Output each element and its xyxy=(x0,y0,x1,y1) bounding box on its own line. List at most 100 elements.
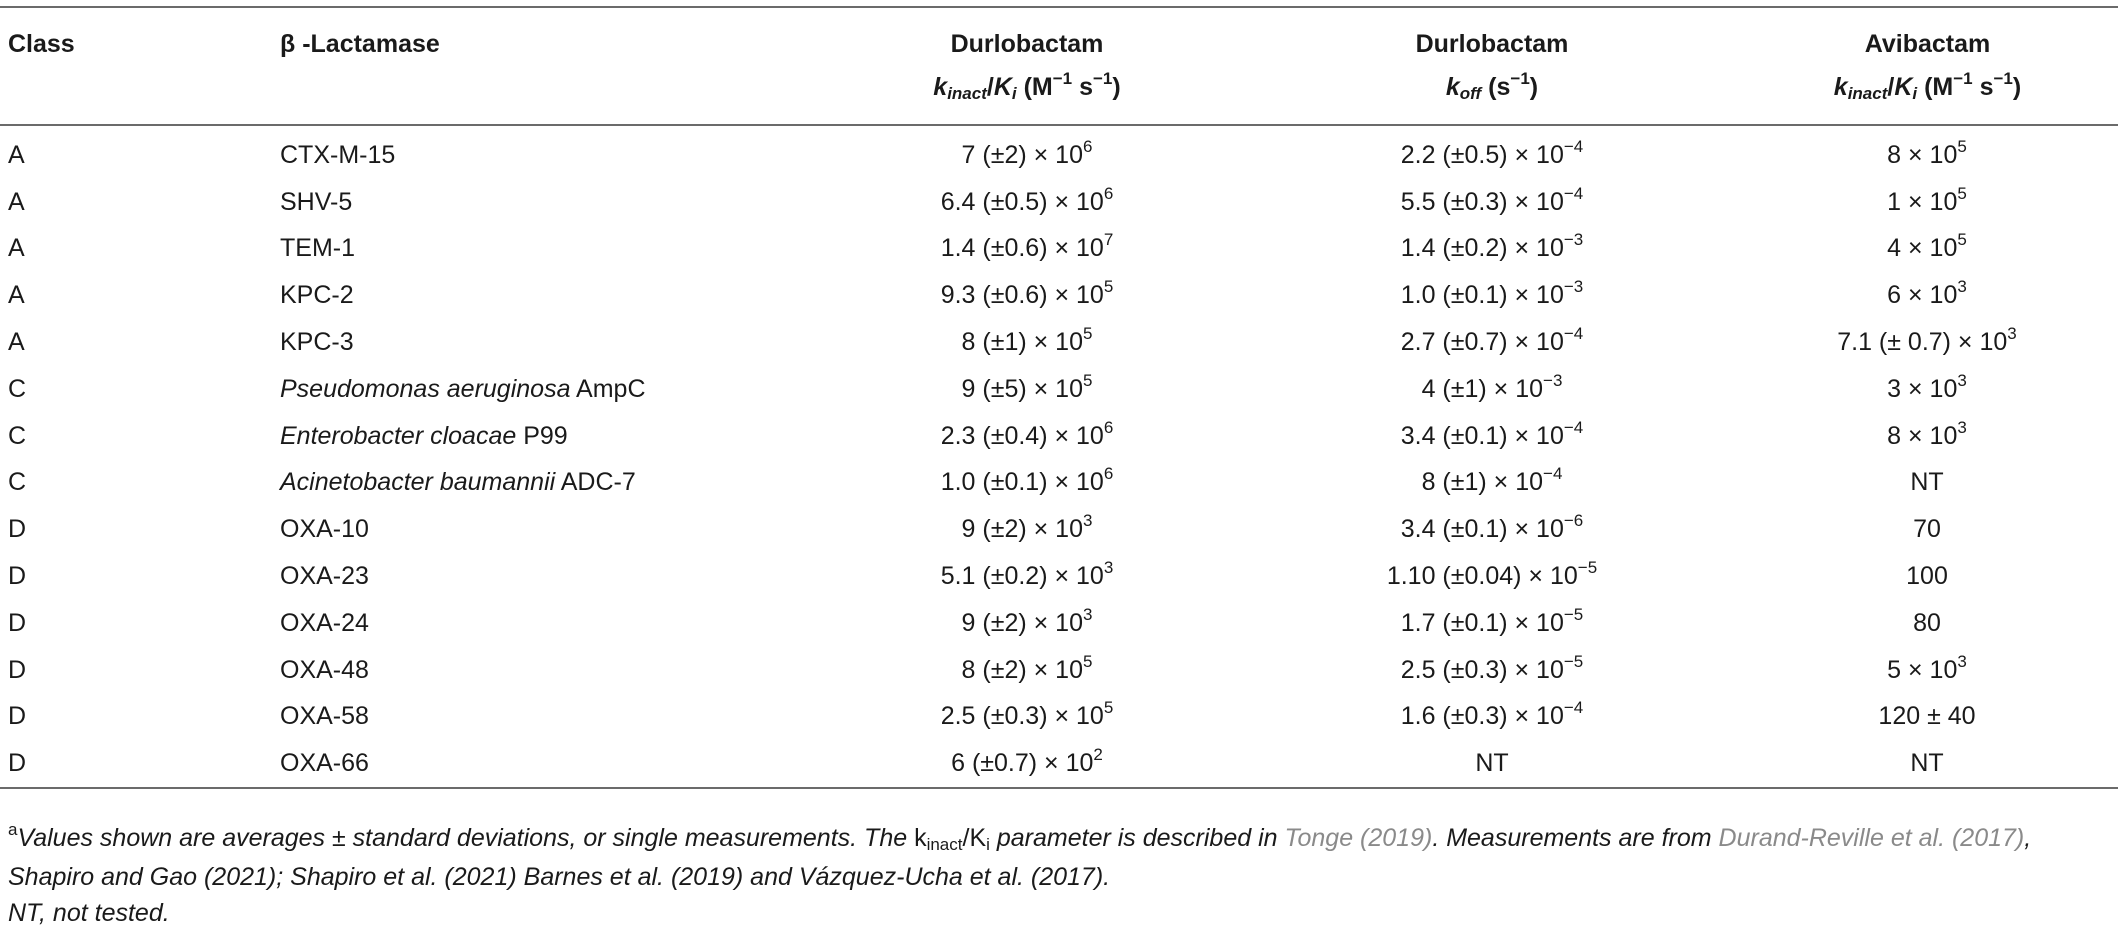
cell-class: D xyxy=(8,515,27,544)
cell-durlobactam-kinact-ki: 9 (±5) × 105 xyxy=(961,370,1093,403)
header-kinact-ki-unit: kinact/Ki (M−1 s−1) xyxy=(812,63,1242,126)
cell-avibactam-kinact-ki: NT xyxy=(1742,740,2118,790)
cell-class: D xyxy=(8,562,27,591)
cell-durlobactam-koff: NT xyxy=(1242,740,1742,790)
cell-class: A xyxy=(8,140,25,169)
cell-class: D xyxy=(0,740,272,790)
cell-durlobactam-koff: 3.4 (±0.1) × 10−6 xyxy=(1400,511,1584,544)
ref-link-tonge[interactable]: Tonge (2019) xyxy=(1284,824,1433,852)
cell-class: A xyxy=(8,328,25,357)
header-durlobactam-kinact: Durlobactam xyxy=(812,6,1242,63)
header-durlobactam-koff: Durlobactam xyxy=(1242,6,1742,63)
cell-lactamase: CTX-M-15 xyxy=(280,140,396,169)
cell-durlobactam-kinact-ki: 2.3 (±0.4) × 106 xyxy=(940,417,1114,450)
kinetics-table: Class β -Lactamase Durlobactam Durlobact… xyxy=(0,6,2118,790)
cell-durlobactam-koff: 1.10 (±0.04) × 10−5 xyxy=(1386,558,1598,591)
cell-lactamase: TEM-1 xyxy=(280,234,355,263)
cell-lactamase: OXA-23 xyxy=(280,562,369,591)
header-koff-unit: koff (s−1) xyxy=(1242,63,1742,126)
cell-lactamase: Enterobacter cloacae P99 xyxy=(280,421,568,450)
kinetics-table-container: Class β -Lactamase Durlobactam Durlobact… xyxy=(0,6,2118,790)
table-row: D OXA-58 2.5 (±0.3) × 105 1.6 (±0.3) × 10−4… xyxy=(0,694,2118,741)
header-avibactam: Avibactam xyxy=(1742,6,2118,63)
ref-shapiro-gao: Shapiro and Gao (2021) xyxy=(8,863,277,891)
cell-lactamase: OXA-66 xyxy=(272,740,812,790)
cell-lactamase: KPC-2 xyxy=(280,281,354,310)
cell-lactamase: SHV-5 xyxy=(280,187,353,216)
cell-durlobactam-koff: 8 (±1) × 10−4 xyxy=(1421,464,1563,497)
cell-class: A xyxy=(8,281,25,310)
ref-link-durand-reville[interactable]: Durand-Reville et al. (2017) xyxy=(1718,824,2025,852)
cell-durlobactam-kinact-ki: 9 (±2) × 103 xyxy=(961,511,1093,544)
cell-class: D xyxy=(8,702,27,731)
footnote-line-2: NT, not tested. xyxy=(8,899,170,927)
table-row: C Acinetobacter baumannii ADC-7 1.0 (±0.1)… xyxy=(0,460,2118,507)
cell-durlobactam-koff: 2.7 (±0.7) × 10−4 xyxy=(1400,324,1584,357)
table-row: D OXA-24 9 (±2) × 103 1.7 (±0.1) × 10−5 80 xyxy=(0,600,2118,647)
cell-durlobactam-kinact-ki: 8 (±1) × 105 xyxy=(961,324,1093,357)
cell-class: D xyxy=(8,608,27,637)
cell-avibactam-kinact-ki: 80 xyxy=(1913,608,1941,637)
header-blank xyxy=(0,63,272,126)
table-row: D OXA-48 8 (±2) × 105 2.5 (±0.3) × 10−5 5 × … xyxy=(0,647,2118,694)
footnote-line-1: aValues shown are averages ± standard de… xyxy=(8,820,2032,891)
cell-durlobactam-kinact-ki: 8 (±2) × 105 xyxy=(961,651,1093,684)
cell-lactamase: OXA-10 xyxy=(280,515,369,544)
cell-durlobactam-kinact-ki: 5.1 (±0.2) × 103 xyxy=(940,558,1114,591)
cell-avibactam-kinact-ki: 3 × 103 xyxy=(1887,370,1967,403)
cell-class: D xyxy=(8,655,27,684)
cell-avibactam-kinact-ki: NT xyxy=(1910,468,1944,497)
table-row: A KPC-2 9.3 (±0.6) × 105 1.0 (±0.1) × 10−3 6… xyxy=(0,272,2118,319)
header-row-1: Class β -Lactamase Durlobactam Durlobact… xyxy=(0,6,2118,63)
table-row: C Enterobacter cloacae P99 2.3 (±0.4) × 10… xyxy=(0,413,2118,460)
header-blank xyxy=(272,63,812,126)
cell-durlobactam-koff: 1.4 (±0.2) × 10−3 xyxy=(1400,230,1584,263)
cell-durlobactam-koff: 1.6 (±0.3) × 10−4 xyxy=(1400,698,1584,731)
table-body: A CTX-M-15 7 (±2) × 106 2.2 (±0.5) × 10−4 8 … xyxy=(0,125,2118,790)
cell-lactamase: OXA-24 xyxy=(280,608,369,637)
table-row: A KPC-3 8 (±1) × 105 2.7 (±0.7) × 10−4 7.1 (… xyxy=(0,319,2118,366)
cell-durlobactam-koff: 3.4 (±0.1) × 10−4 xyxy=(1400,417,1584,450)
cell-durlobactam-koff: 2.5 (±0.3) × 10−5 xyxy=(1400,651,1584,684)
cell-avibactam-kinact-ki: 100 xyxy=(1906,562,1948,591)
cell-class: C xyxy=(8,421,27,450)
table-row: D OXA-10 9 (±2) × 103 3.4 (±0.1) × 10−6 70 xyxy=(0,506,2118,553)
table-row: A CTX-M-15 7 (±2) × 106 2.2 (±0.5) × 10−4 8 … xyxy=(0,125,2118,179)
cell-avibactam-kinact-ki: 1 × 105 xyxy=(1887,183,1967,216)
cell-durlobactam-koff: 1.0 (±0.1) × 10−3 xyxy=(1400,277,1584,310)
cell-avibactam-kinact-ki: 70 xyxy=(1913,515,1941,544)
cell-durlobactam-kinact-ki: 9.3 (±0.6) × 105 xyxy=(940,277,1114,310)
table-footnote: aValues shown are averages ± standard de… xyxy=(8,820,2108,931)
cell-avibactam-kinact-ki: 5 × 103 xyxy=(1887,651,1967,684)
table-row: C Pseudomonas aeruginosa AmpC 9 (±5) × 105… xyxy=(0,366,2118,413)
cell-durlobactam-kinact-ki: 6.4 (±0.5) × 106 xyxy=(940,183,1114,216)
cell-durlobactam-kinact-ki: 1.0 (±0.1) × 106 xyxy=(940,464,1114,497)
cell-lactamase: KPC-3 xyxy=(280,328,354,357)
cell-durlobactam-koff: 4 (±1) × 10−3 xyxy=(1421,370,1563,403)
cell-durlobactam-kinact-ki: 2.5 (±0.3) × 105 xyxy=(940,698,1114,731)
cell-avibactam-kinact-ki: 8 × 103 xyxy=(1887,417,1967,450)
cell-avibactam-kinact-ki: 7.1 (± 0.7) × 103 xyxy=(1837,324,2017,357)
cell-class: A xyxy=(8,234,25,263)
cell-durlobactam-kinact-ki: 6 (±0.7) × 102 xyxy=(812,740,1242,790)
cell-class: C xyxy=(8,374,27,403)
table-row: A SHV-5 6.4 (±0.5) × 106 5.5 (±0.3) × 10−4 1… xyxy=(0,179,2118,226)
cell-durlobactam-koff: 1.7 (±0.1) × 10−5 xyxy=(1400,604,1584,637)
cell-durlobactam-kinact-ki: 7 (±2) × 106 xyxy=(961,136,1093,169)
cell-avibactam-kinact-ki: 120 ± 40 xyxy=(1878,702,1976,731)
ref-barnes: Barnes et al. (2019) xyxy=(523,863,744,891)
cell-class: C xyxy=(8,468,27,497)
table-row: A TEM-1 1.4 (±0.6) × 107 1.4 (±0.2) × 10−3 4… xyxy=(0,226,2118,273)
cell-durlobactam-koff: 5.5 (±0.3) × 10−4 xyxy=(1400,183,1584,216)
cell-lactamase: Pseudomonas aeruginosa AmpC xyxy=(280,374,646,403)
cell-durlobactam-kinact-ki: 9 (±2) × 103 xyxy=(961,604,1093,637)
cell-lactamase: Acinetobacter baumannii ADC-7 xyxy=(280,468,636,497)
ref-shapiro: Shapiro et al. (2021) xyxy=(290,863,517,891)
cell-lactamase: OXA-58 xyxy=(280,702,369,731)
cell-class: A xyxy=(8,187,25,216)
header-row-2: kinact/Ki (M−1 s−1) koff (s−1) kinact/Ki… xyxy=(0,63,2118,126)
cell-avibactam-kinact-ki: 4 × 105 xyxy=(1887,230,1967,263)
cell-durlobactam-koff: 2.2 (±0.5) × 10−4 xyxy=(1400,136,1584,169)
header-lactamase: β -Lactamase xyxy=(272,6,812,63)
cell-avibactam-kinact-ki: 6 × 103 xyxy=(1887,277,1967,310)
